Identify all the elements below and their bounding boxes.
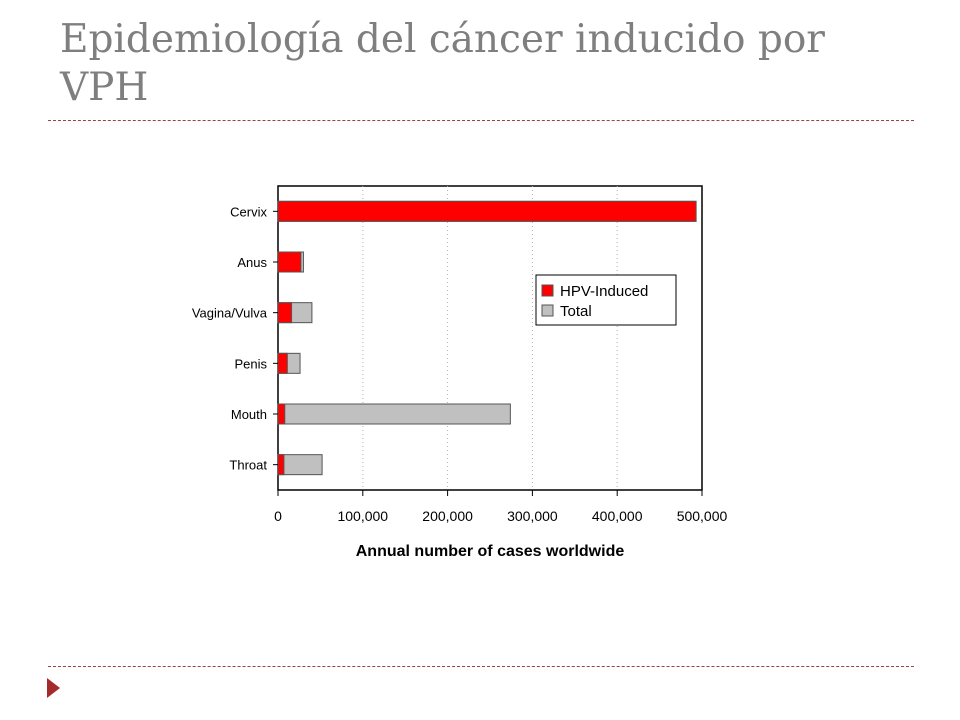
hpv-cancer-bar-chart: Cervix Anus Vagina/Vulva Penis Mouth Throat 0 1… bbox=[192, 185, 728, 560]
bar-total bbox=[277, 403, 511, 425]
bar-hpv-induced bbox=[277, 352, 288, 374]
bullet-arrow-icon bbox=[47, 678, 60, 698]
slide-title-line-2: VPH bbox=[60, 65, 149, 110]
x-tick-label: 500,000 bbox=[677, 508, 728, 524]
legend-swatch bbox=[541, 284, 554, 297]
legend-box bbox=[535, 274, 677, 326]
x-tick-label: 200,000 bbox=[422, 508, 473, 524]
legend-label: HPV-Induced bbox=[560, 283, 648, 300]
bar-hpv-induced bbox=[277, 302, 293, 324]
x-tick-label: 300,000 bbox=[507, 508, 558, 524]
x-tick-label: 0 bbox=[274, 508, 282, 524]
legend-label: Total bbox=[560, 303, 592, 320]
category-label: Throat bbox=[229, 458, 267, 473]
bar-hpv-induced bbox=[277, 403, 286, 425]
bar-hpv-induced bbox=[277, 200, 697, 222]
category-label: Mouth bbox=[231, 407, 267, 422]
x-tick-label: 400,000 bbox=[592, 508, 643, 524]
bar-hpv-induced bbox=[277, 454, 285, 476]
bar-hpv-induced bbox=[277, 251, 302, 273]
slide-title: Epidemiología del cáncer inducido por VP… bbox=[60, 16, 920, 112]
category-label: Penis bbox=[234, 356, 267, 371]
category-label: Cervix bbox=[230, 204, 267, 219]
plot-frame bbox=[277, 185, 703, 491]
title-divider bbox=[48, 120, 914, 121]
category-label: Vagina/Vulva bbox=[192, 306, 268, 321]
category-label: Anus bbox=[237, 255, 267, 270]
x-axis-title: Annual number of cases worldwide bbox=[356, 543, 625, 560]
bar-total bbox=[277, 454, 323, 476]
footer-divider bbox=[48, 666, 914, 667]
slide-title-line-1: Epidemiología del cáncer inducido por bbox=[60, 17, 825, 62]
legend-swatch bbox=[541, 304, 554, 317]
x-tick-label: 100,000 bbox=[337, 508, 388, 524]
